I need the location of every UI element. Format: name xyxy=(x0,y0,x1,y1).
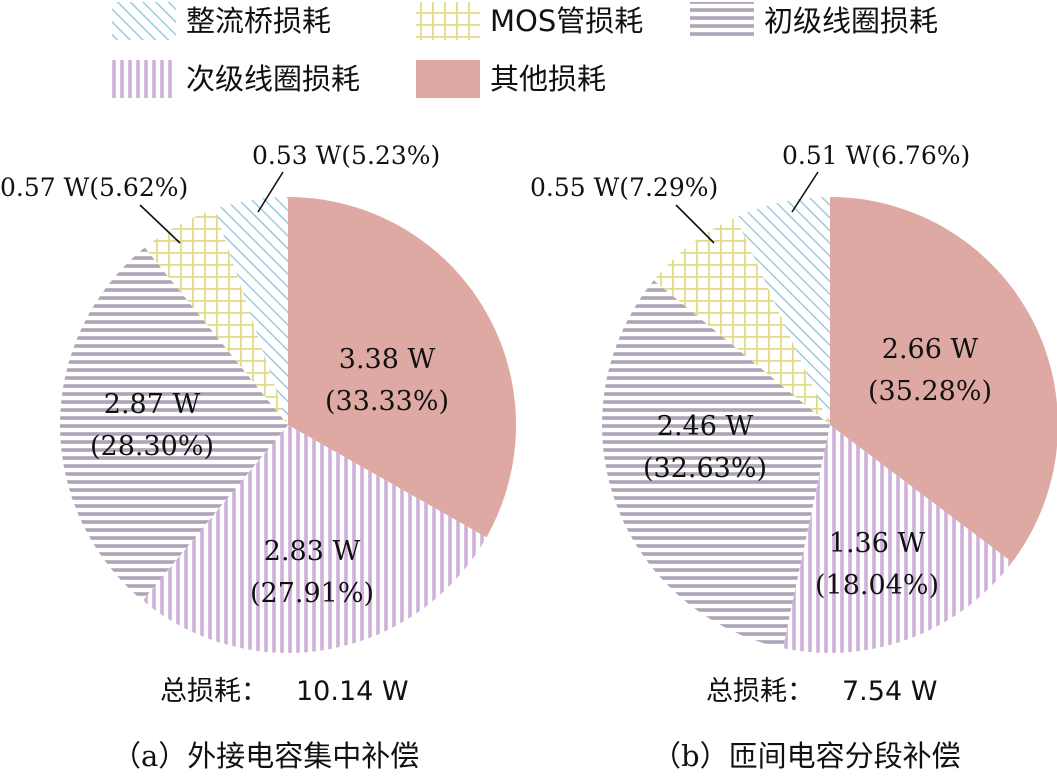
legend-swatch-mos xyxy=(416,2,480,40)
leader-line-rectifier-a xyxy=(257,171,284,213)
legend-label: MOS管损耗 xyxy=(490,4,643,38)
pie-slice-secondary-coil xyxy=(782,425,1013,654)
legend-swatch-primary-coil xyxy=(690,2,754,40)
slice-label-secondary-a: 2.83 W xyxy=(264,536,361,567)
slice-label-mos-a: 0.57 W(5.62%) xyxy=(0,173,188,202)
slice-percent-primary-b: (32.63%) xyxy=(643,453,767,484)
slice-percent-other-b: (35.28%) xyxy=(868,376,992,407)
pie-slice-mos xyxy=(144,209,288,425)
slice-percent-secondary-a: (27.91%) xyxy=(250,578,374,609)
leader-line-rectifier-b xyxy=(791,171,819,213)
pie-b-labels: 2.66 W (35.28%) 1.36 W (18.04%) 2.46 W (… xyxy=(530,141,992,773)
legend-label: 其他损耗 xyxy=(490,62,606,96)
total-loss-label-b: 总损耗： xyxy=(706,676,814,707)
pie-chart-a xyxy=(60,197,516,653)
pie-slice-rectifier xyxy=(214,197,288,425)
legend-item: 整流桥损耗 xyxy=(112,2,331,40)
leader-line-mos-a xyxy=(139,204,181,244)
legend-swatch-rectifier xyxy=(112,2,176,40)
slice-label-other-b: 2.66 W xyxy=(882,334,979,365)
legend-swatch-other xyxy=(416,60,480,98)
slice-label-primary-a: 2.87 W xyxy=(104,389,201,420)
slice-percent-primary-a: (28.30%) xyxy=(90,431,214,462)
pie-slice-primary-coil xyxy=(602,280,830,649)
pie-chart-b xyxy=(602,197,1057,654)
slice-label-secondary-b: 1.36 W xyxy=(829,528,926,559)
legend-item: 次级线圈损耗 xyxy=(112,60,360,98)
caption-b: （b）匝间电容分段补偿 xyxy=(652,739,961,773)
legend: 整流桥损耗 MOS管损耗 初级线圈损耗 次级线圈损耗 其他损耗 xyxy=(112,2,938,98)
caption-a: （a）外接电容集中补偿 xyxy=(112,739,419,773)
legend-item: 初级线圈损耗 xyxy=(690,2,938,40)
legend-label: 整流桥损耗 xyxy=(186,4,331,38)
legend-item: 其他损耗 xyxy=(416,60,606,98)
pie-slice-secondary-coil xyxy=(142,425,487,653)
slice-label-rectifier-b: 0.51 W(6.76%) xyxy=(782,141,970,170)
slice-label-mos-b: 0.55 W(7.29%) xyxy=(530,173,718,202)
leader-line-mos-b xyxy=(675,204,715,244)
slice-label-other-a: 3.38 W xyxy=(339,344,436,375)
slice-percent-secondary-b: (18.04%) xyxy=(815,570,939,601)
slice-label-rectifier-a: 0.53 W(5.23%) xyxy=(252,141,440,170)
pie-slice-rectifier xyxy=(735,197,830,425)
pie-slice-mos xyxy=(653,217,830,425)
legend-item: MOS管损耗 xyxy=(416,2,643,40)
total-loss-value-b: 7.54 W xyxy=(842,676,937,707)
legend-label: 初级线圈损耗 xyxy=(764,4,938,38)
slice-label-primary-b: 2.46 W xyxy=(657,411,754,442)
total-loss-value-a: 10.14 W xyxy=(296,676,409,707)
pie-a-labels: 3.38 W (33.33%) 2.83 W (27.91%) 2.87 W (… xyxy=(0,141,449,773)
pie-slice-other xyxy=(830,197,1057,563)
legend-swatch-secondary-coil xyxy=(112,60,176,98)
total-loss-label-a: 总损耗： xyxy=(160,676,268,707)
legend-label: 次级线圈损耗 xyxy=(186,62,360,96)
pie-slice-other xyxy=(288,197,516,538)
slice-percent-other-a: (33.33%) xyxy=(325,386,449,417)
pie-slice-primary-coil xyxy=(60,247,288,601)
